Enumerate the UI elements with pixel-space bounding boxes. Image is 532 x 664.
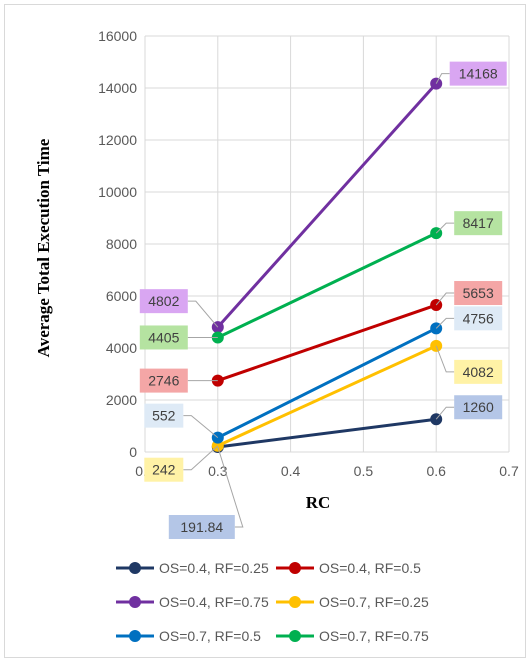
series-line bbox=[217, 344, 437, 448]
y-tick-label: 10000 bbox=[98, 184, 137, 200]
series-line bbox=[217, 303, 437, 383]
data-label: 2746 bbox=[148, 373, 179, 389]
y-tick-label: 4000 bbox=[106, 340, 137, 356]
legend-label: OS=0.4, RF=0.25 bbox=[159, 560, 269, 576]
legend-label: OS=0.7, RF=0.25 bbox=[319, 594, 429, 610]
legend-marker bbox=[129, 562, 141, 574]
data-label-box bbox=[139, 325, 188, 350]
data-labels: 191.84 1260 2746 5653 4802 14168 242 4082 552 475… bbox=[139, 61, 507, 540]
legend-item: OS=0.7, RF=0.75 bbox=[276, 628, 429, 644]
line-chart: 02000400060008000100001200014000160000.2… bbox=[34, 28, 519, 644]
gridlines bbox=[144, 35, 510, 453]
data-label-box bbox=[454, 281, 503, 306]
legend-item: OS=0.4, RF=0.75 bbox=[116, 594, 269, 610]
leader-line bbox=[435, 73, 450, 84]
data-label: 1260 bbox=[463, 399, 494, 415]
legend-label: OS=0.7, RF=0.75 bbox=[319, 628, 429, 644]
legend-label: OS=0.4, RF=0.75 bbox=[159, 594, 269, 610]
data-label: 14168 bbox=[459, 66, 498, 82]
series-lines bbox=[211, 77, 443, 454]
data-label: 4756 bbox=[463, 310, 494, 326]
leader-line bbox=[435, 222, 455, 234]
y-tick-label: 16000 bbox=[98, 28, 137, 44]
series-line bbox=[217, 231, 437, 339]
data-label-box bbox=[454, 395, 503, 420]
data-label-box bbox=[449, 61, 507, 86]
leader-line bbox=[435, 345, 455, 373]
x-tick-label: 0.5 bbox=[354, 463, 374, 479]
data-label: 242 bbox=[152, 462, 176, 478]
data-label: 191.84 bbox=[180, 519, 223, 535]
data-label-box bbox=[139, 368, 188, 393]
legend-item: OS=0.4, RF=0.25 bbox=[116, 560, 269, 576]
leader-line bbox=[435, 406, 455, 420]
x-axis-title: RC bbox=[306, 493, 331, 512]
series-line bbox=[216, 82, 438, 329]
leader-line bbox=[435, 317, 455, 329]
data-label-box bbox=[144, 457, 184, 482]
data-label-box bbox=[144, 403, 184, 428]
data-label: 552 bbox=[152, 408, 176, 424]
data-label-box bbox=[454, 306, 503, 331]
data-label: 5653 bbox=[463, 285, 494, 301]
data-label-box bbox=[139, 289, 188, 314]
data-label: 4802 bbox=[148, 293, 179, 309]
data-label: 4405 bbox=[148, 329, 179, 345]
legend-label: OS=0.4, RF=0.5 bbox=[319, 560, 421, 576]
x-tick-label: 0.3 bbox=[208, 463, 228, 479]
series-line bbox=[217, 327, 437, 439]
leader-line bbox=[187, 300, 219, 328]
y-tick-label: 14000 bbox=[98, 80, 137, 96]
data-label: 4082 bbox=[463, 364, 494, 380]
legend-marker bbox=[129, 630, 141, 642]
legend-item: OS=0.4, RF=0.5 bbox=[276, 560, 421, 576]
series-line bbox=[217, 417, 437, 449]
x-tick-label: 0.4 bbox=[281, 463, 301, 479]
y-tick-label: 6000 bbox=[106, 288, 137, 304]
data-label-box bbox=[454, 211, 503, 236]
legend-label: OS=0.7, RF=0.5 bbox=[159, 628, 261, 644]
legend-item: OS=0.7, RF=0.25 bbox=[276, 594, 429, 610]
leader-line bbox=[435, 292, 455, 306]
data-label: 8417 bbox=[463, 215, 494, 231]
y-axis-title: Average Total Execution Time bbox=[34, 138, 53, 357]
legend-item: OS=0.7, RF=0.5 bbox=[116, 628, 261, 644]
y-tick-label: 2000 bbox=[106, 392, 137, 408]
chart-frame: 02000400060008000100001200014000160000.2… bbox=[4, 4, 526, 658]
legend-marker bbox=[289, 630, 301, 642]
leader-line bbox=[183, 445, 219, 471]
legend-marker bbox=[129, 596, 141, 608]
legend-marker bbox=[289, 596, 301, 608]
x-tick-label: 0.7 bbox=[499, 463, 519, 479]
leader-line bbox=[217, 446, 244, 528]
data-label-box bbox=[454, 359, 503, 384]
legend: OS=0.4, RF=0.25 OS=0.4, RF=0.5 OS=0.4, RF=… bbox=[116, 560, 429, 644]
data-label-box bbox=[168, 515, 235, 540]
legend-marker bbox=[289, 562, 301, 574]
x-tick-label: 0.6 bbox=[426, 463, 446, 479]
y-tick-label: 0 bbox=[129, 444, 137, 460]
y-tick-label: 12000 bbox=[98, 132, 137, 148]
y-tick-label: 8000 bbox=[106, 236, 137, 252]
leader-line bbox=[183, 415, 219, 439]
